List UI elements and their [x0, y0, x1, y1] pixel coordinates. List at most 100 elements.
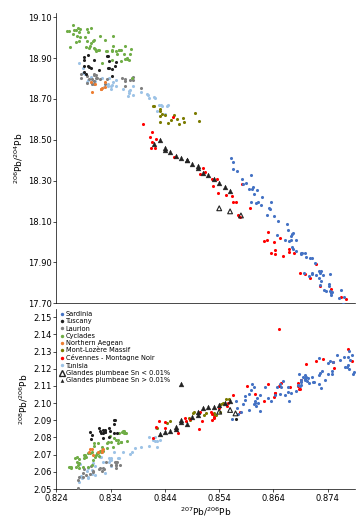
- Point: [296, 370, 301, 378]
- Point: [337, 356, 343, 364]
- Point: [242, 395, 248, 404]
- Point: [249, 171, 254, 179]
- Point: [99, 59, 105, 67]
- Legend: Sardinia, Tuscany, Laurion, Cyclades, Northern Aegean, Mont-Lozère Massif, Céven: Sardinia, Tuscany, Laurion, Cyclades, No…: [58, 311, 171, 384]
- Point: [316, 267, 322, 276]
- Point: [205, 170, 211, 179]
- Point: [152, 144, 158, 152]
- Point: [286, 237, 292, 245]
- Point: [64, 27, 70, 35]
- Point: [167, 148, 173, 156]
- Point: [77, 25, 83, 33]
- Point: [285, 220, 290, 229]
- Point: [118, 438, 124, 447]
- Point: [126, 87, 132, 96]
- Point: [138, 443, 143, 451]
- Point: [116, 429, 122, 437]
- Point: [86, 51, 91, 59]
- Point: [119, 428, 125, 436]
- Point: [297, 385, 302, 394]
- Point: [229, 415, 235, 424]
- Point: [102, 80, 108, 88]
- Point: [220, 399, 226, 407]
- Point: [197, 170, 203, 178]
- Point: [274, 383, 280, 391]
- Point: [68, 463, 74, 472]
- Point: [203, 409, 209, 417]
- Point: [237, 408, 243, 416]
- Point: [122, 75, 128, 83]
- Point: [321, 286, 327, 294]
- Point: [183, 414, 189, 423]
- Point: [173, 152, 179, 161]
- Point: [98, 453, 104, 461]
- Point: [277, 390, 283, 398]
- Point: [243, 179, 249, 187]
- Point: [111, 448, 117, 457]
- Point: [277, 380, 283, 389]
- Point: [317, 282, 323, 290]
- Point: [313, 357, 319, 365]
- Point: [127, 50, 133, 59]
- Point: [216, 407, 222, 416]
- Point: [341, 353, 347, 361]
- Point: [92, 462, 98, 470]
- Point: [158, 105, 163, 113]
- Point: [146, 433, 152, 441]
- Point: [100, 434, 106, 442]
- Point: [348, 314, 353, 323]
- Point: [173, 425, 179, 433]
- Point: [106, 458, 112, 466]
- Point: [346, 315, 352, 324]
- Point: [289, 235, 294, 244]
- Point: [148, 144, 154, 153]
- Point: [95, 449, 101, 458]
- Point: [200, 164, 206, 172]
- Point: [325, 359, 331, 367]
- Point: [261, 237, 267, 245]
- Point: [98, 428, 104, 437]
- Point: [222, 183, 228, 191]
- Point: [157, 107, 162, 116]
- Point: [227, 406, 233, 414]
- Point: [96, 452, 102, 460]
- Point: [78, 74, 83, 82]
- Point: [333, 308, 339, 316]
- Point: [316, 274, 321, 282]
- Point: [154, 437, 160, 446]
- Point: [196, 425, 202, 433]
- Point: [233, 397, 239, 405]
- Point: [85, 28, 91, 36]
- Point: [96, 46, 102, 54]
- Point: [211, 414, 217, 422]
- Point: [91, 79, 97, 88]
- Point: [301, 269, 307, 277]
- Point: [115, 438, 121, 447]
- Point: [86, 63, 92, 71]
- Point: [268, 248, 274, 257]
- Point: [74, 32, 80, 40]
- Point: [306, 379, 312, 387]
- Point: [88, 78, 94, 86]
- Point: [118, 438, 123, 447]
- Point: [77, 459, 83, 468]
- Point: [251, 382, 257, 391]
- Point: [92, 80, 98, 88]
- Point: [216, 401, 222, 409]
- Point: [141, 119, 146, 128]
- Point: [267, 204, 273, 213]
- Point: [312, 259, 317, 267]
- Point: [216, 178, 222, 187]
- Point: [280, 377, 286, 385]
- Point: [126, 89, 132, 97]
- Point: [150, 434, 155, 442]
- Point: [174, 425, 179, 434]
- Point: [235, 211, 241, 220]
- Point: [89, 460, 95, 469]
- Point: [251, 400, 257, 408]
- Point: [325, 369, 331, 378]
- Point: [317, 368, 323, 377]
- Point: [309, 270, 314, 279]
- Point: [304, 360, 309, 368]
- Point: [211, 175, 217, 183]
